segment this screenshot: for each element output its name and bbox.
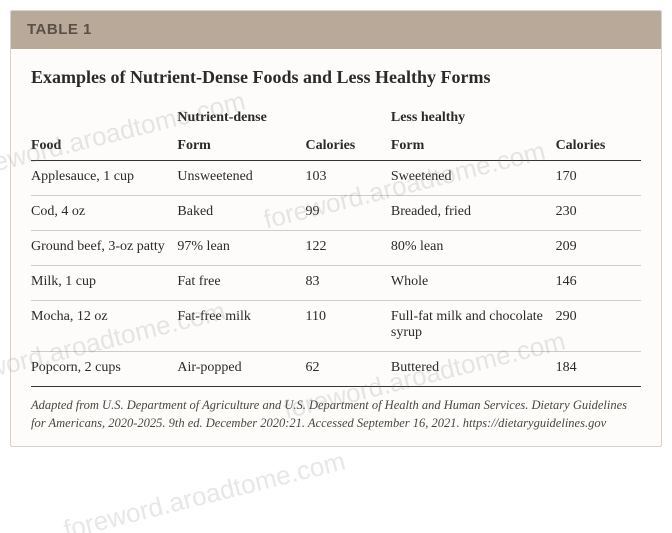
cell-cal2: 290 — [556, 301, 641, 352]
cell-food: Applesauce, 1 cup — [31, 161, 177, 196]
cell-form2: Whole — [391, 266, 556, 301]
cell-form2: Breaded, fried — [391, 196, 556, 231]
cell-form1: Air-popped — [177, 352, 305, 387]
cell-form2: 80% lean — [391, 231, 556, 266]
cell-cal1: 122 — [305, 231, 390, 266]
table-row: Popcorn, 2 cups Air-popped 62 Buttered 1… — [31, 352, 641, 387]
cell-cal1: 83 — [305, 266, 390, 301]
cell-food: Mocha, 12 oz — [31, 301, 177, 352]
cell-form2: Sweetened — [391, 161, 556, 196]
table-header-bar: TABLE 1 — [11, 11, 661, 49]
cell-form2: Full-fat milk and chocolate syrup — [391, 301, 556, 352]
cell-form1: Fat-free milk — [177, 301, 305, 352]
watermark-text: foreword.aroadtome.com — [61, 445, 349, 533]
table-row: Ground beef, 3-oz patty 97% lean 122 80%… — [31, 231, 641, 266]
group-header-less: Less healthy — [391, 102, 641, 130]
table-content: Examples of Nutrient-Dense Foods and Les… — [11, 49, 661, 446]
group-header-dense: Nutrient-dense — [177, 102, 390, 130]
cell-form2: Buttered — [391, 352, 556, 387]
cell-food: Popcorn, 2 cups — [31, 352, 177, 387]
table-row: Milk, 1 cup Fat free 83 Whole 146 — [31, 266, 641, 301]
table-title: Examples of Nutrient-Dense Foods and Les… — [31, 67, 641, 88]
table-card: TABLE 1 Examples of Nutrient-Dense Foods… — [10, 10, 662, 447]
cell-cal1: 62 — [305, 352, 390, 387]
cell-food: Milk, 1 cup — [31, 266, 177, 301]
nutrient-table: Nutrient-dense Less healthy Food Form Ca… — [31, 102, 641, 387]
cell-food: Ground beef, 3-oz patty — [31, 231, 177, 266]
col-form1: Form — [177, 130, 305, 161]
table-row: Mocha, 12 oz Fat-free milk 110 Full-fat … — [31, 301, 641, 352]
table-row: Applesauce, 1 cup Unsweetened 103 Sweete… — [31, 161, 641, 196]
col-form2: Form — [391, 130, 556, 161]
cell-form1: Unsweetened — [177, 161, 305, 196]
table-body: Applesauce, 1 cup Unsweetened 103 Sweete… — [31, 161, 641, 387]
cell-cal2: 170 — [556, 161, 641, 196]
cell-cal1: 103 — [305, 161, 390, 196]
table-row: Cod, 4 oz Baked 99 Breaded, fried 230 — [31, 196, 641, 231]
table-footnote: Adapted from U.S. Department of Agricult… — [31, 397, 641, 432]
table-label: TABLE 1 — [27, 21, 92, 38]
cell-cal2: 230 — [556, 196, 641, 231]
col-food: Food — [31, 130, 177, 161]
col-cal1: Calories — [305, 130, 390, 161]
cell-cal2: 146 — [556, 266, 641, 301]
cell-cal2: 209 — [556, 231, 641, 266]
cell-cal1: 110 — [305, 301, 390, 352]
cell-form1: Fat free — [177, 266, 305, 301]
col-cal2: Calories — [556, 130, 641, 161]
cell-food: Cod, 4 oz — [31, 196, 177, 231]
cell-cal1: 99 — [305, 196, 390, 231]
group-spacer — [31, 102, 177, 130]
cell-form1: Baked — [177, 196, 305, 231]
cell-form1: 97% lean — [177, 231, 305, 266]
cell-cal2: 184 — [556, 352, 641, 387]
